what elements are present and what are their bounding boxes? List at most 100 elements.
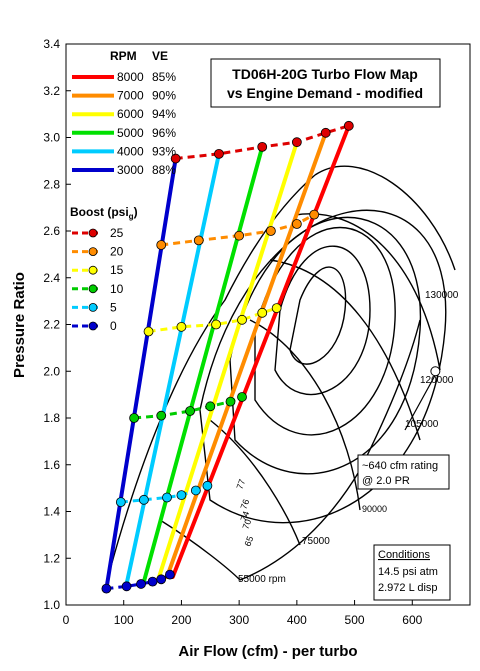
y-tick-label: 3.2 <box>43 84 60 98</box>
compressor-map <box>109 165 456 581</box>
boost-point-10 <box>237 392 247 402</box>
boost-point-5 <box>202 480 213 491</box>
title-box <box>210 58 441 108</box>
legend: 8000 85% 7000 90% 6000 94% 5000 96% 4000 93% 3000 8… <box>72 70 176 333</box>
legend-boost-marker-10 <box>88 284 98 294</box>
efficiency-island-77 <box>289 266 347 365</box>
legend-boost-marker-5 <box>88 302 98 312</box>
efficiency-island-65 <box>199 209 447 524</box>
conditions-box <box>373 544 451 601</box>
boost-point-5 <box>115 497 126 508</box>
x-tick-label: 400 <box>287 613 307 627</box>
efficiency-label-70: 70 <box>240 518 253 531</box>
legend-boost-marker-0 <box>88 321 98 331</box>
rpm-line-6000 <box>156 140 299 582</box>
boost-legend-header: Boost (psig) <box>70 205 138 221</box>
legend-boost-label-5: 5 <box>110 300 117 314</box>
x-tick-label: 200 <box>171 613 191 627</box>
legend-boost-label-0: 0 <box>110 319 117 333</box>
efficiency-label-77: 77 <box>234 478 247 491</box>
chart-title: TD06H-20G Turbo Flow Map <box>232 66 418 82</box>
speed-line-120000 <box>294 213 441 371</box>
boost-point-20 <box>193 235 204 246</box>
boost-point-20 <box>291 219 302 229</box>
boost-point-5 <box>139 494 149 505</box>
boost-point-0 <box>164 569 175 580</box>
legend-ve-label-6000: 94% <box>152 107 176 121</box>
y-tick-label: 2.0 <box>43 364 60 378</box>
legend-boost-marker-20 <box>88 247 98 257</box>
boost-point-0 <box>136 579 146 589</box>
boost-point-10 <box>156 410 167 421</box>
legend-ve-label-3000: 88% <box>152 163 176 177</box>
rating-line-1: ~640 cfm rating <box>362 460 438 472</box>
y-tick-label: 1.0 <box>43 598 60 612</box>
boost-point-25 <box>320 127 331 138</box>
legend-rpm-header: RPM <box>110 49 137 63</box>
boost-point-20 <box>265 226 276 236</box>
speed-label-55000: 55000 rpm <box>238 574 286 585</box>
boost-point-5 <box>190 485 201 496</box>
y-tick-label: 1.2 <box>43 551 60 565</box>
boost-point-20 <box>234 230 245 241</box>
conditions-line-2: 2.972 L disp <box>378 582 438 594</box>
boost-point-15 <box>176 321 187 332</box>
rpm-line-7000 <box>165 130 328 579</box>
rpm-line-3000 <box>104 156 178 591</box>
rpm-line-8000 <box>170 123 351 579</box>
boost-line-15 <box>148 306 278 333</box>
legend-ve-label-7000: 90% <box>152 89 176 103</box>
legend-rpm-label-7000: 7000 <box>117 89 144 103</box>
legend-boost-marker-25 <box>88 228 98 238</box>
efficiency-label-76: 76 <box>238 498 251 511</box>
boost-point-25 <box>170 153 181 164</box>
boost-point-25 <box>257 141 268 152</box>
boost-point-25 <box>214 148 224 159</box>
x-tick-label: 100 <box>114 613 134 627</box>
legend-boost-label-25: 25 <box>110 226 124 240</box>
boost-point-15 <box>271 303 282 314</box>
y-tick-label: 3.4 <box>43 37 60 51</box>
y-tick-label: 3.0 <box>43 131 60 145</box>
efficiency-island-76 <box>274 245 371 396</box>
boost-point-0 <box>101 583 112 594</box>
conditions-title: Conditions <box>378 549 430 561</box>
rating-line-2: @ 2.0 PR <box>362 475 410 487</box>
y-tick-label: 2.8 <box>43 177 60 191</box>
rpm-line-5000 <box>141 144 265 584</box>
rating-arrow <box>404 369 439 431</box>
boost-point-20 <box>156 240 167 250</box>
speed-line-90000 <box>249 319 361 511</box>
x-axis-label: Air Flow (cfm) - per turbo <box>178 643 357 660</box>
rating-point <box>430 366 441 377</box>
boost-point-15 <box>257 307 268 318</box>
x-tick-label: 500 <box>345 613 365 627</box>
speed-label-90000: 90000 <box>362 504 387 514</box>
y-axis-label: Pressure Ratio <box>11 272 28 378</box>
y-tick-label: 2.2 <box>43 318 60 332</box>
legend-rpm-label-6000: 6000 <box>117 107 144 121</box>
legend-boost-label-20: 20 <box>110 245 124 259</box>
legend-rpm-label-8000: 8000 <box>117 70 144 84</box>
boost-point-15 <box>143 326 154 337</box>
legend-boost-label-15: 15 <box>110 263 124 277</box>
rpm-line-4000 <box>124 151 221 586</box>
boost-point-0 <box>156 574 167 585</box>
boost-point-10 <box>205 401 216 412</box>
y-tick-label: 1.4 <box>43 505 60 519</box>
speed-line-55000 <box>159 519 241 581</box>
speed-label-130000: 130000 <box>425 290 459 301</box>
boost-point-5 <box>176 490 187 501</box>
boost-point-15 <box>211 319 221 330</box>
boost-point-20 <box>309 209 320 220</box>
legend-rpm-label-3000: 3000 <box>117 163 144 177</box>
boost-point-0 <box>147 576 158 587</box>
chart-subtitle: vs Engine Demand - modified <box>227 85 423 101</box>
legend-boost-marker-15 <box>88 265 98 275</box>
axes-ticks: 0 100 200 300 400 500 6001.01.21.41.61.82.02.2… <box>43 37 422 627</box>
legend-rpm-label-5000: 5000 <box>117 126 144 140</box>
x-tick-label: 300 <box>229 613 249 627</box>
legend-ve-header: VE <box>152 49 168 63</box>
y-tick-label: 2.4 <box>43 271 60 285</box>
